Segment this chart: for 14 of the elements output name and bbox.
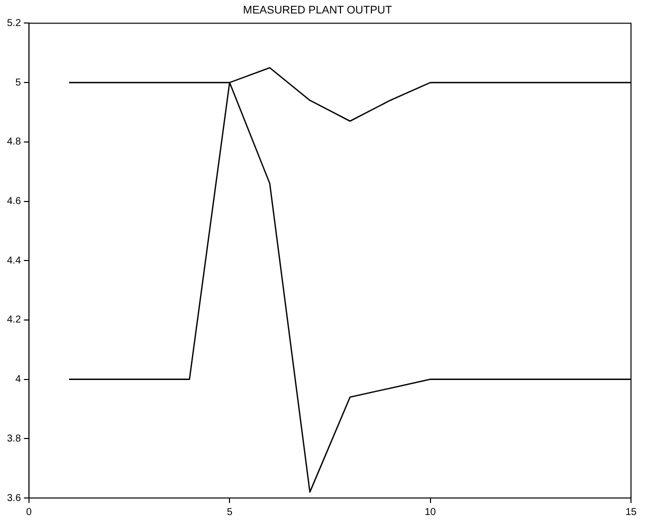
chart-title: MEASURED PLANT OUTPUT — [243, 4, 392, 17]
y-tick-label: 4 — [15, 374, 22, 386]
x-tick-label: 0 — [26, 506, 32, 518]
x-tick-label: 5 — [226, 506, 233, 518]
y-tick-label: 3.8 — [6, 433, 22, 444]
x-tick-label: 10 — [424, 506, 436, 518]
y-tick-label: 4.4 — [6, 255, 22, 266]
y-tick-label: 4.2 — [6, 314, 22, 326]
y-tick-label: 4.6 — [6, 196, 22, 207]
y-tick-label: 4.8 — [6, 136, 22, 148]
x-tick-label: 15 — [625, 506, 637, 518]
y-tick-label: 3.6 — [6, 492, 22, 504]
y-tick-label: 5 — [15, 77, 22, 88]
y-tick-label: 5.2 — [6, 18, 22, 29]
